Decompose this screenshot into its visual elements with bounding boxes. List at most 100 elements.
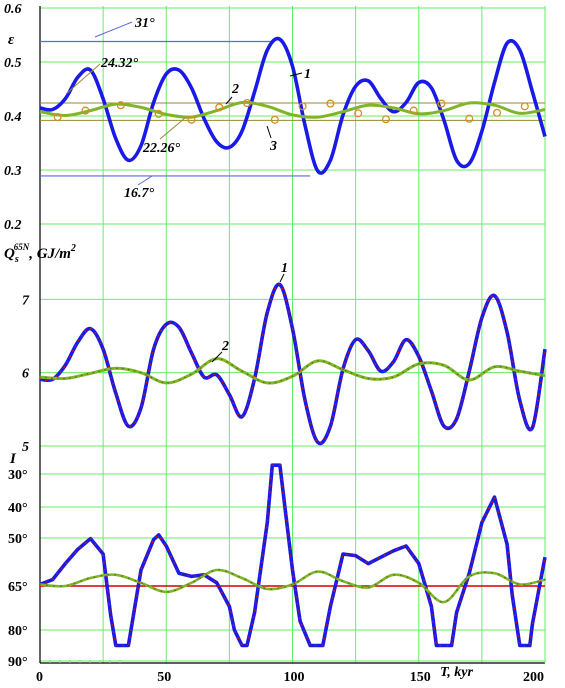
- p2-series-1-point: [334, 403, 337, 406]
- p2-series-1-point: [274, 287, 276, 290]
- p2-series-2-point: [268, 382, 271, 384]
- p3-series-1-point: [254, 602, 257, 605]
- p3-series-1-point: [481, 519, 484, 522]
- p2-series-2-point: [322, 360, 325, 363]
- p2-series-1-point: [105, 359, 108, 362]
- p3-series-2-point: [277, 587, 280, 590]
- p2-series-1-point: [178, 327, 181, 329]
- p2-series-2-point: [435, 362, 438, 365]
- p2-series-2-point: [456, 373, 459, 376]
- p2-series-2-point: [280, 379, 283, 382]
- p1-series-3-point: [354, 109, 363, 118]
- p3-series-2-point: [218, 569, 221, 571]
- p1-leader-2: [225, 96, 233, 105]
- p2-series-1-point: [246, 404, 249, 407]
- p3-series-2-point: [393, 573, 395, 576]
- p2-series-1-point: [259, 345, 262, 348]
- p3-series-1-point: [262, 547, 265, 549]
- p2-series-1-point: [296, 358, 299, 360]
- p2-series-1-point: [419, 359, 422, 362]
- p2-series-2-point: [257, 379, 260, 381]
- p2-series-1-point: [256, 363, 259, 366]
- p3-series-2-point: [100, 574, 103, 577]
- p2-series-1-point: [490, 295, 493, 297]
- p2-series-2-point: [155, 379, 158, 382]
- p3-series-1-point: [346, 553, 348, 556]
- p3-series-1-point: [146, 554, 149, 557]
- p3-series-2-point: [386, 575, 389, 578]
- p3-series-1-point: [430, 606, 433, 609]
- panel2-ylabel-units-sup: 2: [70, 243, 76, 254]
- p2-series-2-point: [109, 367, 112, 370]
- p2-series-1-point: [271, 293, 274, 296]
- p2-series-1-point: [308, 416, 310, 419]
- p3-series-1-point: [303, 630, 306, 633]
- p3-series-1-point: [454, 621, 457, 623]
- p3-series-2-point: [193, 580, 195, 583]
- p2-series-1-point: [343, 362, 346, 365]
- p3-series-1-point: [479, 526, 482, 529]
- p3-series-1-point: [102, 554, 105, 557]
- p3-series-2-point: [434, 597, 437, 600]
- p3-series-2-point: [406, 576, 409, 579]
- ref-label-22-26: 22.26°: [142, 141, 181, 156]
- p3-series-1-point: [283, 506, 286, 508]
- p2-series-1-point: [425, 376, 428, 379]
- ref-label-24-32: 24.32°: [100, 56, 139, 71]
- grid: [39, 6, 546, 664]
- panel1-ylabel: ε: [8, 32, 15, 48]
- p1-ytick-label: 0.6: [4, 2, 22, 17]
- p2-series-2-point: [467, 379, 470, 381]
- p2-series-2-point: [483, 371, 486, 374]
- p3-series-1-point: [474, 547, 477, 549]
- p2-series-2-point: [204, 363, 207, 366]
- p2-series-2-point: [301, 368, 304, 371]
- p3-series-2-point: [328, 573, 331, 576]
- p2-series-1-point: [397, 351, 400, 354]
- p2-series-2-point: [412, 365, 415, 367]
- p3-series-1-point: [426, 593, 429, 596]
- p2-series-1-point: [63, 365, 66, 368]
- p2-series-1-point: [163, 324, 166, 327]
- p3-series-1-point: [160, 537, 162, 540]
- p2-series-2-point: [69, 377, 71, 379]
- p3-series-2-point: [174, 589, 176, 592]
- p3-ytick-label: 65°: [8, 580, 28, 595]
- p2-series-1-point: [252, 381, 255, 384]
- p3-series-1-point: [499, 517, 502, 520]
- p3-series-1-point: [432, 620, 435, 623]
- p3-series-1-point: [517, 635, 520, 638]
- p2-series-2-point: [423, 362, 426, 364]
- p3-series-2-point: [73, 582, 76, 585]
- p3-series-1-point: [194, 575, 197, 577]
- p2-series-1-point: [437, 410, 439, 413]
- p2-series-2-point: [74, 375, 77, 378]
- p3-series-2-point: [147, 584, 150, 587]
- p3-series-1-point: [457, 607, 459, 610]
- p3-series-1-point: [176, 568, 179, 571]
- p2-series-1-point: [441, 422, 443, 425]
- p2-series-1-point: [55, 375, 58, 378]
- p2-series-1-point: [122, 417, 125, 419]
- p2-series-1-point: [503, 319, 506, 322]
- p2-series-2-point: [184, 376, 187, 379]
- p3-series-2-point: [270, 588, 273, 591]
- p2-series-1-point: [269, 299, 272, 301]
- p2-series-1-point: [97, 337, 100, 339]
- p1-leader-3: [266, 125, 272, 139]
- p2-series-2-point: [447, 366, 450, 369]
- p3-series-1-point: [115, 644, 117, 647]
- p2-series-1-point: [191, 354, 194, 356]
- p2-series-2-point: [499, 365, 502, 368]
- p2-series-1-point: [186, 343, 189, 346]
- p2-series-1-point: [143, 393, 146, 395]
- p3-series-1-point: [531, 622, 534, 625]
- marker-layer: [39, 98, 546, 647]
- p3-series-2-point: [302, 577, 305, 579]
- p3-series-1-point: [79, 546, 82, 549]
- panel2-ylabel: Qs 65N, GJ/m2: [4, 242, 76, 265]
- p2-series-2-point: [505, 366, 508, 369]
- p2-series-1-point: [227, 391, 230, 394]
- p3-series-1-point: [512, 600, 515, 603]
- p2-series-1-point: [407, 339, 410, 342]
